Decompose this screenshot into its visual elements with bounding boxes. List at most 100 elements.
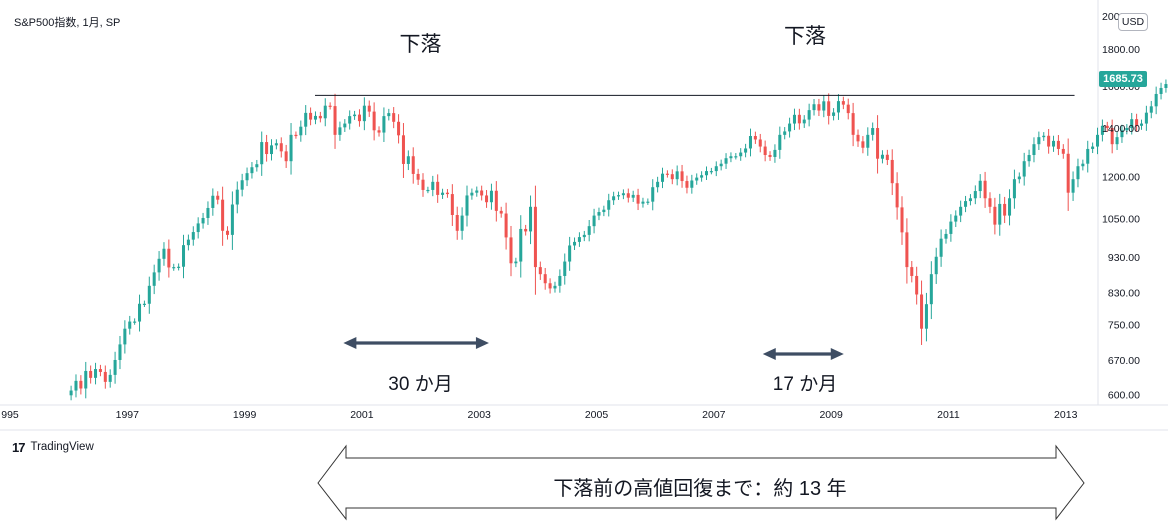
candle-body [181, 245, 186, 267]
candle-body [475, 190, 479, 193]
candle-body [529, 206, 533, 232]
symbol-label: S&P500指数, 1月, SP [14, 17, 121, 29]
time-tick-label: 2003 [468, 409, 492, 421]
candle-body [211, 195, 215, 208]
candle-body [685, 181, 689, 188]
candle-body [1159, 87, 1163, 94]
candle-body [753, 136, 757, 140]
tradingview-logo[interactable]: 17 TradingView [12, 440, 94, 455]
candle-body [509, 237, 513, 264]
candle-body [802, 119, 806, 124]
candle-body [94, 369, 98, 378]
candle-body [543, 274, 547, 284]
candle-body [318, 115, 322, 119]
candle-body [651, 187, 655, 202]
candle-body [441, 192, 445, 195]
candle-body [392, 113, 396, 122]
candle-body [103, 371, 107, 382]
candle-body [1008, 198, 1012, 216]
candle-body [89, 370, 93, 378]
candle-body [573, 241, 577, 246]
candle-body [719, 163, 723, 167]
candle-body [626, 193, 630, 198]
candle-body [792, 114, 796, 124]
recovery-arrow [317, 444, 1085, 521]
candle-body [646, 201, 650, 203]
candle-body [929, 274, 933, 305]
candle-body [582, 234, 586, 238]
time-tick-label: 2007 [702, 409, 726, 421]
candle-body [714, 166, 718, 172]
price-tick-label: 1050.00 [1102, 214, 1140, 226]
candle-body [436, 181, 440, 195]
time-tick-label: 995 [1, 409, 19, 421]
candle-body [1081, 163, 1085, 167]
candle-body [372, 111, 376, 131]
candle-body [924, 304, 928, 329]
candle-body [866, 134, 870, 148]
candle-body [920, 294, 924, 329]
candle-body [597, 212, 601, 216]
candle-body [631, 194, 635, 198]
candle-body [333, 106, 337, 135]
candle-body [998, 203, 1002, 225]
candle-body [494, 190, 498, 211]
candle-body [680, 171, 684, 182]
candle-body [133, 321, 137, 323]
candle-body [357, 114, 361, 122]
candle-body [670, 174, 674, 180]
candle-body [353, 114, 357, 117]
candle-body [147, 285, 151, 304]
candle-body [1149, 106, 1153, 113]
candle-body [744, 148, 748, 153]
candle-body [797, 114, 801, 124]
candle-body [900, 207, 904, 233]
candle-body [225, 230, 230, 235]
candle-body [832, 112, 836, 116]
tradingview-brand: TradingView [30, 441, 94, 453]
candle-body [1017, 176, 1021, 180]
candle-body [411, 156, 415, 174]
candle-body [387, 113, 391, 117]
time-tick-label: 2001 [350, 409, 374, 421]
candle-body [836, 101, 840, 113]
candle-body [431, 181, 435, 190]
band2-span-label: 17 か月 [772, 374, 838, 395]
span-arrow-head-right [475, 337, 489, 349]
candle-body [108, 374, 112, 382]
price-tick-label: 1200.00 [1102, 172, 1140, 184]
candle-body [807, 110, 811, 120]
candle-body [1047, 135, 1051, 147]
candle-body [895, 183, 899, 208]
candle-body [612, 196, 616, 201]
time-tick-label: 1997 [116, 409, 140, 421]
candle-body [74, 380, 78, 391]
candle-body [880, 154, 884, 159]
candle-body [885, 154, 889, 160]
candle-body [1022, 161, 1026, 177]
price-tick-label: 1800.00 [1102, 44, 1140, 56]
currency-button[interactable]: USD [1118, 13, 1148, 31]
candle-body [856, 134, 860, 142]
candle-body [152, 272, 156, 286]
candle-body [621, 193, 625, 196]
candle-body [876, 128, 880, 159]
candle-body [563, 261, 567, 276]
candle-body [382, 116, 386, 133]
candle-body [846, 104, 850, 114]
candle-body [289, 134, 293, 162]
time-tick-label: 2009 [819, 409, 843, 421]
candle-body [401, 135, 405, 164]
candle-body [822, 101, 826, 111]
time-tick-label: 1999 [233, 409, 257, 421]
candle-body [1066, 153, 1070, 193]
candle-body [1027, 155, 1031, 162]
candle-body [1037, 137, 1041, 145]
candle-body [1164, 84, 1168, 88]
candle-body [450, 194, 454, 216]
candle-body [964, 201, 968, 207]
candle-body [1086, 148, 1090, 164]
candle-body [704, 171, 709, 176]
candle-body [294, 134, 298, 137]
candle-body [1071, 179, 1075, 193]
